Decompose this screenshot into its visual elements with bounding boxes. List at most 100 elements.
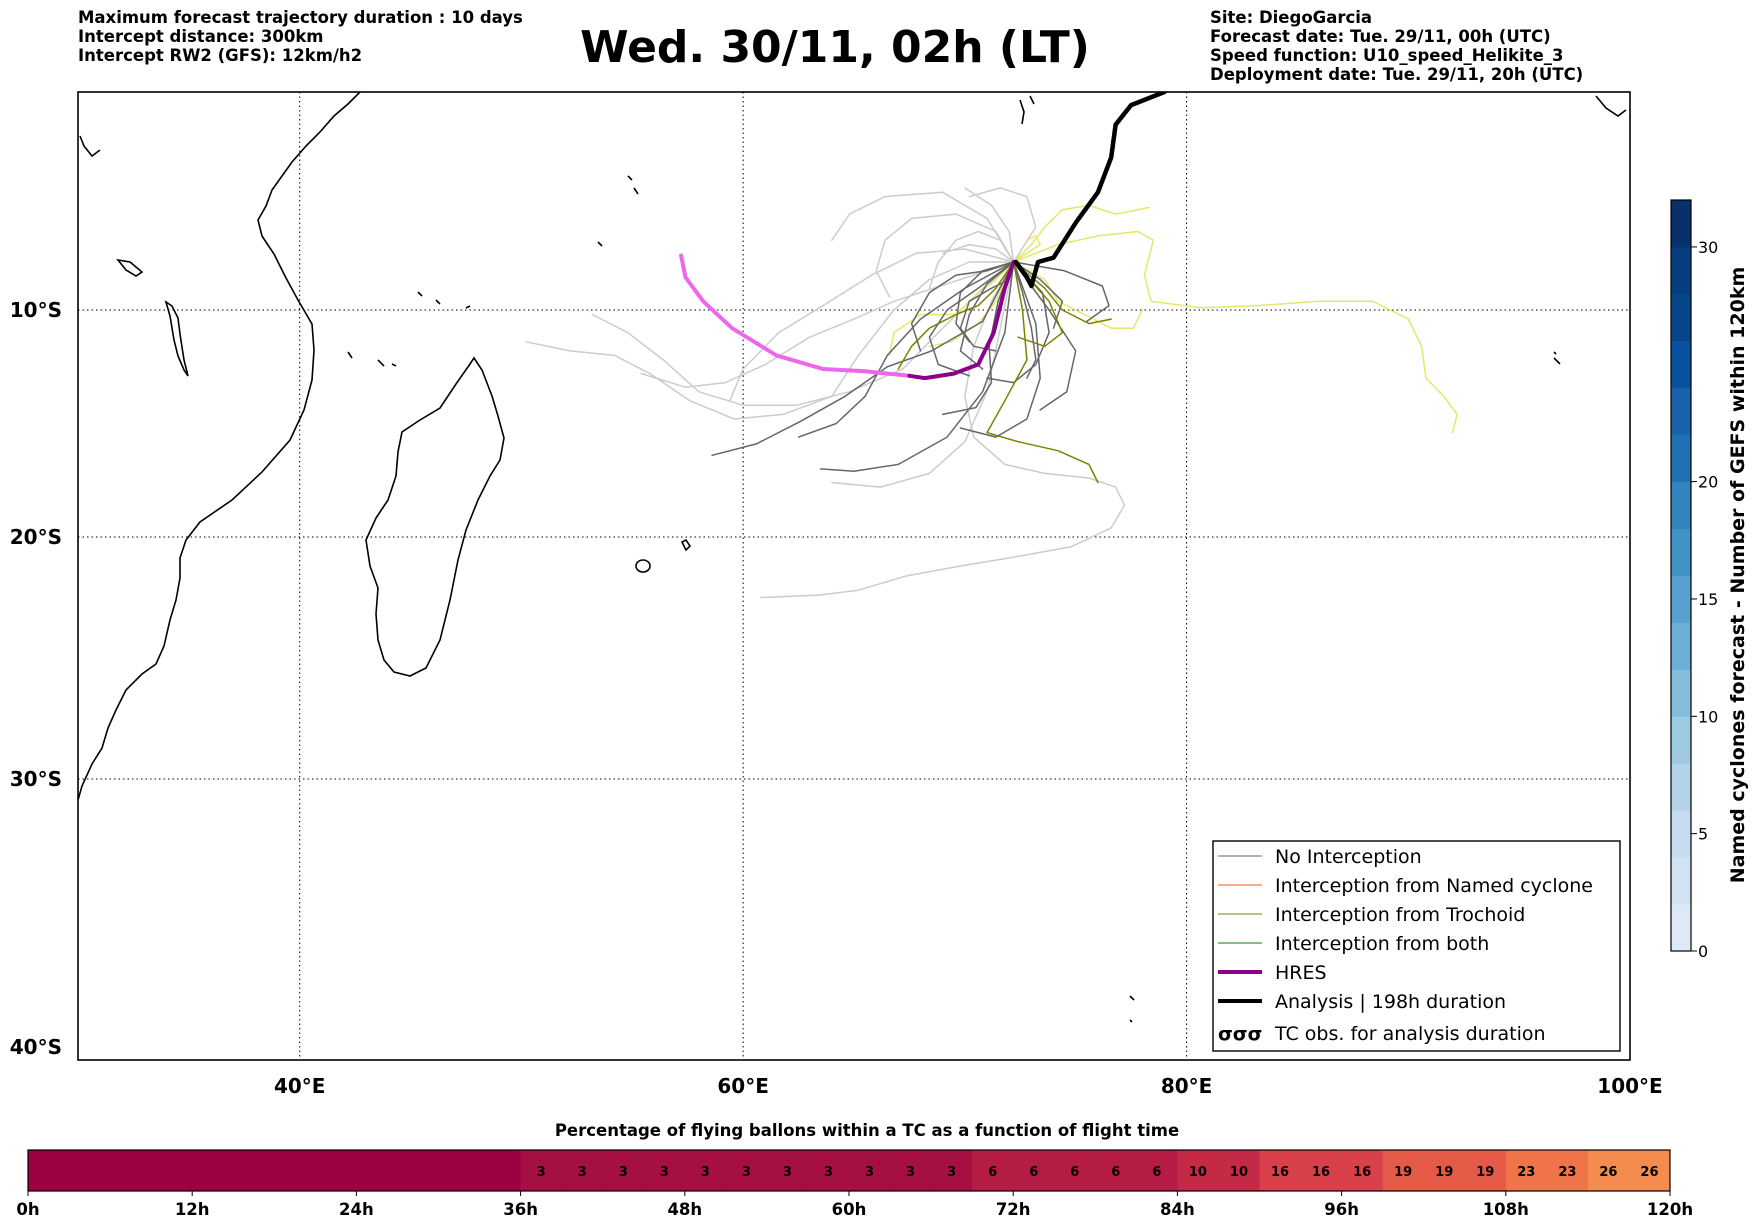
cyclone-colorbar-cell	[1671, 293, 1691, 342]
flight-time-segment	[1177, 1150, 1219, 1191]
madagascar-coastline	[365, 356, 505, 677]
flight-time-tick-label: 48h	[667, 1200, 702, 1219]
light-trajectory	[875, 213, 1015, 298]
flight-time-segment-value: 6	[1029, 1165, 1038, 1180]
flight-time-colorbar-title: Percentage of flying ballons within a TC…	[555, 1121, 1179, 1140]
legend-label: Interception from both	[1275, 933, 1489, 955]
forecast-parameters: Maximum forecast trajectory duration : 1…	[78, 8, 523, 65]
lon-tick-label: 40°E	[274, 1074, 326, 1098]
cyclone-colorbar-tick-label: 5	[1698, 825, 1708, 844]
light-trajectory	[964, 187, 1015, 263]
axis-labels: 40°E 60°E 80°E 100°E 10°S 20°S 30°S 40°S	[10, 298, 1663, 1098]
flight-time-segment-value: 3	[537, 1165, 546, 1180]
flight-time-segment	[1423, 1150, 1466, 1191]
cyclone-colorbar: 0 5 10 15 20 30 Named cyclones forecast - Num…	[1670, 199, 1749, 961]
legend-label: Interception from Named cyclone	[1275, 875, 1593, 897]
flight-time-segment-value: 3	[742, 1165, 751, 1180]
cyclone-colorbar-cell	[1671, 622, 1691, 670]
legend-label: Interception from Trochoid	[1275, 904, 1525, 926]
flight-time-segment	[1300, 1150, 1343, 1191]
flight-time-segment-value: 23	[1517, 1165, 1535, 1180]
cyclone-colorbar-cell	[1671, 716, 1691, 764]
analysis-trajectory	[1013, 92, 1167, 289]
flight-time-segment	[972, 1150, 1014, 1191]
trajectories	[525, 92, 1458, 599]
flight-time-segment	[931, 1150, 973, 1191]
flight-time-segment	[684, 1150, 727, 1191]
lat-tick-label: 40°S	[10, 1035, 62, 1059]
cyclone-colorbar-cell	[1671, 669, 1691, 717]
hres-trajectory	[907, 260, 1016, 381]
cyclone-colorbar-cell	[1671, 904, 1691, 952]
flight-time-segment	[1013, 1150, 1055, 1191]
flight-time-segment	[1628, 1150, 1671, 1191]
flight-time-segment-value: 3	[701, 1165, 710, 1180]
hres-future-trajectory	[679, 253, 912, 378]
no-interception-trajectory	[910, 261, 1015, 352]
cyclone-colorbar-cell	[1671, 763, 1691, 811]
light-trajectory	[640, 261, 1015, 388]
cyclone-colorbar-cell	[1671, 528, 1691, 576]
light-trajectory	[831, 191, 1015, 263]
flight-time-segment-value: 6	[1111, 1165, 1120, 1180]
trajectory-duration-text: Maximum forecast trajectory duration : 1…	[78, 8, 523, 27]
cyclone-colorbar-cell	[1671, 340, 1691, 389]
forecast-date-text: Forecast date: Tue. 29/11, 00h (UTC)	[1210, 27, 1551, 46]
flight-time-tick-label: 0h	[16, 1200, 39, 1219]
cyclone-colorbar-cell	[1671, 481, 1691, 530]
cyclone-colorbar-frame	[1670, 199, 1692, 952]
light-trajectory	[591, 261, 1015, 407]
flight-time-segment-value: 23	[1558, 1165, 1576, 1180]
light-trajectory	[941, 243, 1015, 263]
flight-time-segment	[1054, 1150, 1096, 1191]
flight-time-segment-value: 3	[783, 1165, 792, 1180]
cyclone-colorbar-cell	[1671, 575, 1691, 623]
trochoid-trajectory	[986, 261, 1099, 484]
legend-label: No Interception	[1275, 846, 1422, 868]
flight-time-segment	[725, 1150, 768, 1191]
flight-time-segment-value: 6	[988, 1165, 997, 1180]
flight-time-tick-label: 12h	[175, 1200, 210, 1219]
lon-tick-label: 100°E	[1597, 1074, 1662, 1098]
flight-time-segment-value: 19	[1394, 1165, 1412, 1180]
no-interception-trajectory	[1012, 261, 1064, 329]
light-trajectory	[525, 261, 1015, 420]
flight-time-colorbar: Percentage of flying ballons within a TC…	[16, 1121, 1693, 1219]
seychelles-islands	[417, 291, 471, 309]
flight-time-segment-value: 3	[906, 1165, 915, 1180]
no-interception-trajectory	[1012, 261, 1110, 323]
flight-time-segment-value: 16	[1353, 1165, 1371, 1180]
lat-tick-label: 30°S	[10, 767, 62, 791]
africa-coast-detail-lake	[164, 300, 189, 377]
flight-time-segment-value: 10	[1189, 1165, 1207, 1180]
flight-time-segment-value: 16	[1312, 1165, 1330, 1180]
flight-time-segment	[602, 1150, 645, 1191]
flight-time-segment	[1218, 1150, 1260, 1191]
no-interception-trajectory	[959, 261, 1041, 438]
reunion-island	[635, 559, 651, 573]
flight-time-segment-value: 6	[1070, 1165, 1079, 1180]
flight-time-segment-value: 6	[1152, 1165, 1161, 1180]
flight-time-segment-value: 26	[1640, 1165, 1658, 1180]
socotra-island	[116, 258, 144, 277]
no-interception-trajectory	[986, 261, 1050, 384]
no-interception-trajectory	[941, 261, 1015, 416]
flight-time-segment	[890, 1150, 932, 1191]
light-trajectory	[831, 261, 1015, 488]
flight-time-segment	[28, 1150, 522, 1191]
flight-time-tick-label: 72h	[996, 1200, 1031, 1219]
flight-time-tick-label: 60h	[832, 1200, 867, 1219]
flight-time-segment	[1546, 1150, 1589, 1191]
no-interception-trajectory	[1012, 261, 1077, 411]
light-trajectory	[760, 261, 1126, 599]
intercept-rw2-text: Intercept RW2 (GFS): 12km/h2	[78, 46, 363, 65]
legend-box	[1212, 840, 1621, 1052]
lon-tick-label: 60°E	[717, 1074, 769, 1098]
legend-label: HRES	[1275, 962, 1327, 984]
map-frame	[77, 91, 1631, 1061]
flight-time-segment	[766, 1150, 809, 1191]
flight-time-tick-label: 108h	[1483, 1200, 1529, 1219]
no-interception-trajectory	[959, 261, 1015, 370]
cyclone-colorbar-cell	[1671, 200, 1691, 248]
cyclone-colorbar-cell	[1671, 246, 1691, 295]
